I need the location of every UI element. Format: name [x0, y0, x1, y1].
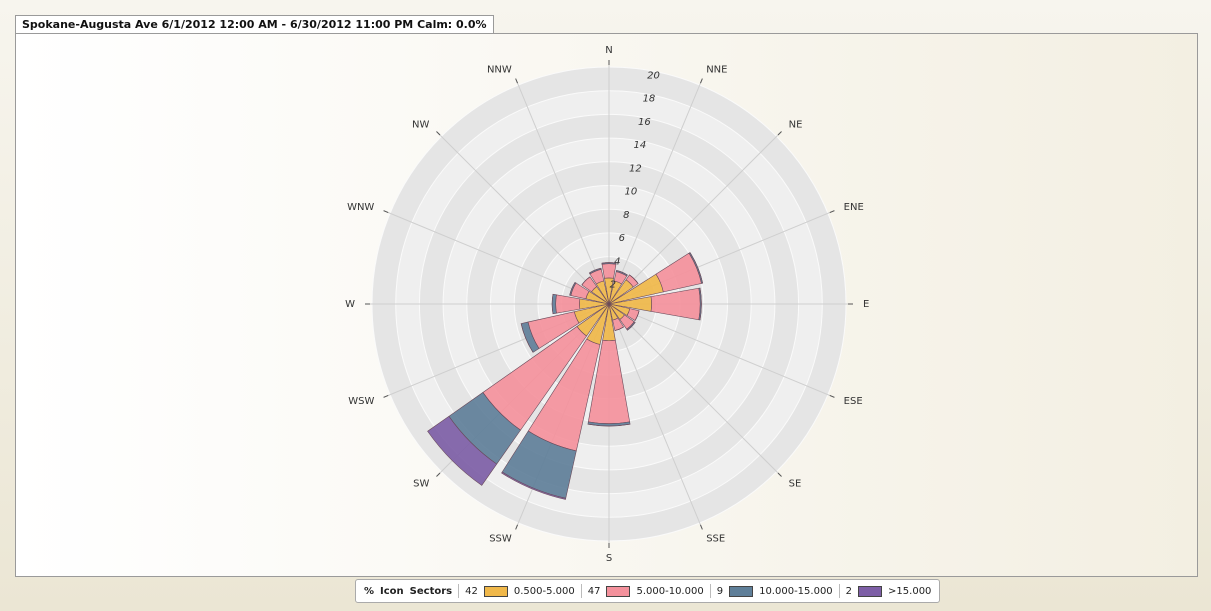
direction-label: NE — [789, 119, 803, 130]
legend-header: Sectors — [409, 585, 453, 597]
direction-label: ESE — [844, 396, 863, 407]
axis-tick — [436, 131, 441, 136]
legend-separator — [458, 584, 460, 598]
axis-tick — [383, 210, 389, 214]
direction-label: SSW — [489, 534, 512, 545]
r-tick-label: 14 — [634, 140, 647, 151]
axis-tick — [699, 78, 703, 84]
spoke — [608, 303, 832, 397]
direction-label: S — [606, 553, 612, 564]
chart-title: Spokane-Augusta Ave 6/1/2012 12:00 AM - … — [15, 15, 494, 34]
r-tick-label: 2 — [610, 280, 616, 291]
sector — [427, 415, 498, 486]
legend-label: 5.000-10.000 — [636, 585, 704, 597]
direction-label: NNW — [487, 64, 512, 75]
r-tick-label: 18 — [643, 94, 656, 105]
axis-tick — [699, 524, 703, 530]
legend-label: 0.500-5.000 — [513, 585, 575, 597]
axis-tick — [777, 472, 782, 477]
axis-tick — [515, 524, 519, 530]
chart: 2 4 6 8 10 12 14 16 18 20 N NNE NE ENE E ESE SE SSE S SSW SW… — [345, 45, 869, 564]
r-tick-label: 12 — [629, 163, 642, 174]
r-tick-label: 4 — [614, 256, 620, 267]
direction-label: NW — [412, 119, 429, 130]
axis-tick — [829, 394, 835, 398]
direction-label: WSW — [348, 396, 374, 407]
sector — [689, 252, 703, 284]
direction-label: NNE — [706, 64, 727, 75]
legend-swatch — [606, 585, 631, 597]
axis-tick — [829, 210, 835, 214]
axis-tick — [436, 472, 441, 477]
legend-swatch — [858, 585, 883, 597]
direction-label: W — [345, 299, 355, 310]
legend-label: 10.000-15.000 — [759, 585, 833, 597]
axis-tick — [383, 394, 389, 398]
legend-separator — [838, 584, 840, 598]
legend-percent: 9 — [716, 585, 724, 597]
spoke — [516, 81, 610, 305]
direction-label: SE — [789, 479, 802, 490]
r-tick-label: 10 — [624, 187, 637, 198]
legend-separator — [580, 584, 582, 598]
legend-header: Icon — [380, 585, 404, 597]
legend-header: % — [364, 585, 375, 597]
chart-panel: 2 4 6 8 10 12 14 16 18 20 N NNE NE ENE E ESE SE SSE S SSW SW… — [15, 33, 1198, 577]
spoke — [608, 303, 702, 527]
r-tick-label: 20 — [647, 70, 660, 81]
r-tick-label: 16 — [638, 117, 651, 128]
legend-swatch — [483, 585, 508, 597]
legend-swatch — [729, 585, 754, 597]
legend: % Icon Sectors 42 0.500-5.000 47 5.000-10.000 9… — [355, 579, 941, 603]
legend-percent: 47 — [587, 585, 601, 597]
direction-label: E — [863, 299, 869, 310]
sector — [601, 262, 617, 264]
spoke — [608, 133, 780, 305]
legend-percent: 2 — [845, 585, 853, 597]
direction-label: WNW — [347, 202, 374, 213]
r-tick-label: 6 — [619, 233, 625, 244]
sector — [551, 294, 554, 314]
axis-tick — [515, 78, 519, 84]
spoke — [608, 303, 780, 475]
direction-label: N — [605, 45, 612, 56]
direction-label: SW — [413, 479, 429, 490]
spoke — [438, 133, 610, 305]
legend-separator — [709, 584, 711, 598]
direction-label: ENE — [844, 202, 864, 213]
legend-percent: 42 — [465, 585, 478, 597]
direction-label: SSE — [706, 534, 725, 545]
axis-tick — [777, 131, 782, 136]
legend-label: >15.000 — [888, 585, 932, 597]
r-tick-label: 8 — [623, 210, 629, 221]
spoke — [608, 81, 702, 305]
sector — [501, 471, 567, 500]
sector — [569, 282, 576, 296]
